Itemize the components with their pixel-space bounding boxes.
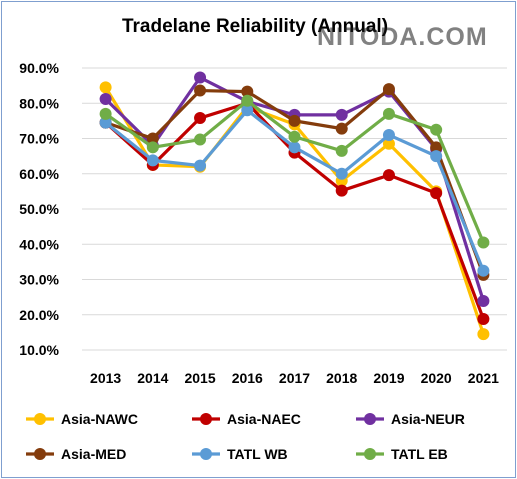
data-point [335, 167, 348, 180]
data-point [382, 83, 395, 96]
data-point [194, 112, 207, 125]
data-point [382, 169, 395, 182]
legend-swatch-marker [200, 413, 212, 425]
legend-swatch-marker [34, 448, 46, 460]
legend-swatch-marker [200, 448, 212, 460]
data-point [477, 312, 490, 325]
legend-item: Asia-NEUR [356, 411, 465, 427]
data-point [194, 133, 207, 146]
legend-label: TATL WB [227, 446, 288, 462]
data-point [477, 236, 490, 249]
data-point [241, 85, 254, 98]
legend-item: Asia-NAWC [26, 411, 138, 427]
data-point [382, 128, 395, 141]
x-tick-label: 2017 [279, 370, 310, 386]
x-tick-label: 2021 [468, 370, 499, 386]
data-point [382, 137, 395, 150]
data-point [288, 130, 301, 143]
data-point [382, 107, 395, 120]
legend-label: Asia-NEUR [391, 411, 465, 427]
y-axis-ticks: 10.0% 20.0% 30.0% 40.0% 50.0% 60.0% 70.0% 80.0%… [19, 60, 59, 358]
legend-item: TATL EB [356, 446, 448, 462]
x-axis-ticks: 2013 2014 2015 2016 2017 2018 2019 2020 2021 [90, 370, 499, 386]
y-tick-label: 80.0% [19, 95, 59, 111]
legend-item: Asia-NAEC [192, 411, 301, 427]
y-tick-label: 70.0% [19, 131, 59, 147]
legend-label: Asia-NAWC [61, 411, 138, 427]
y-tick-label: 50.0% [19, 201, 59, 217]
data-point [288, 114, 301, 127]
y-tick-label: 20.0% [19, 307, 59, 323]
data-point [194, 71, 207, 84]
y-tick-label: 30.0% [19, 272, 59, 288]
y-tick-label: 60.0% [19, 166, 59, 182]
data-point [146, 154, 159, 167]
data-point [335, 184, 348, 197]
data-point [241, 94, 254, 107]
data-point [335, 144, 348, 157]
legend-label: TATL EB [391, 446, 448, 462]
data-point [99, 81, 112, 94]
y-tick-label: 40.0% [19, 236, 59, 252]
legend-swatch-marker [364, 448, 376, 460]
series-asia-med [99, 83, 490, 281]
x-tick-label: 2013 [90, 370, 121, 386]
x-tick-label: 2018 [326, 370, 357, 386]
legend-item: TATL WB [192, 446, 288, 462]
data-point [430, 123, 443, 136]
data-point [99, 116, 112, 129]
x-tick-label: 2016 [232, 370, 263, 386]
data-point [241, 104, 254, 117]
y-tick-label: 10.0% [19, 342, 59, 358]
series-lines [99, 71, 490, 341]
data-point [477, 264, 490, 277]
legend-swatch-marker [34, 413, 46, 425]
chart-title: Tradelane Reliability (Annual) [122, 16, 388, 37]
x-tick-label: 2014 [137, 370, 168, 386]
data-point [335, 108, 348, 121]
data-point [146, 141, 159, 154]
x-tick-label: 2015 [184, 370, 215, 386]
data-point [288, 141, 301, 154]
data-point [430, 187, 443, 200]
legend-item: Asia-MED [26, 446, 126, 462]
x-tick-label: 2019 [373, 370, 404, 386]
legend-swatch-marker [364, 413, 376, 425]
data-point [430, 141, 443, 154]
x-tick-label: 2020 [421, 370, 452, 386]
series-tatl-eb [99, 94, 490, 249]
data-point [430, 150, 443, 163]
data-point [194, 84, 207, 97]
legend: Asia-NAWC Asia-NAEC Asia-NEUR Asia-MED TATL … [26, 411, 465, 462]
data-point [477, 295, 490, 308]
data-point [99, 107, 112, 120]
data-point [194, 159, 207, 172]
watermark-text: NITODA.COM [317, 23, 488, 51]
data-point [477, 328, 490, 341]
data-point [335, 122, 348, 135]
data-point [99, 93, 112, 106]
legend-label: Asia-NAEC [227, 411, 301, 427]
y-tick-label: 90.0% [19, 60, 59, 76]
series-tatl-wb [99, 104, 490, 277]
data-point [146, 132, 159, 145]
legend-label: Asia-MED [61, 446, 126, 462]
